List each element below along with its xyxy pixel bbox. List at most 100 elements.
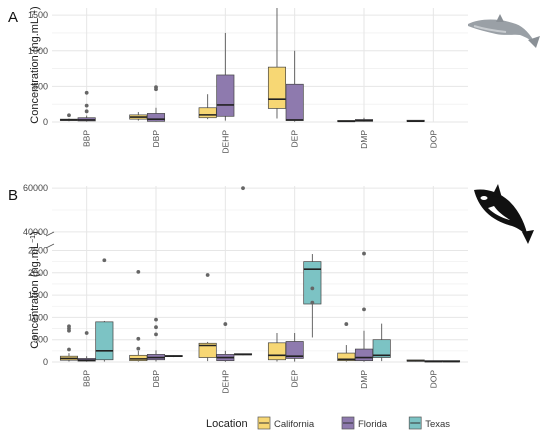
outlier-point — [223, 322, 228, 326]
legend-label: Florida — [358, 419, 388, 430]
axis-break-mark-upper — [45, 231, 55, 237]
outlier-point — [136, 269, 141, 274]
x-tick-label: DOP — [428, 370, 438, 389]
legend-items: California Florida Texas — [257, 416, 450, 430]
x-tick-label: BBP — [82, 130, 92, 147]
panel-b-ylabel-end: ) — [29, 231, 41, 235]
outlier-point — [67, 113, 71, 118]
outlier-point — [362, 307, 366, 312]
box-texas-dehp — [233, 186, 253, 356]
box-florida-dep — [285, 333, 304, 362]
panel-a-letter: A — [8, 9, 18, 26]
outlier-point — [154, 332, 158, 337]
outlier-point — [154, 325, 158, 330]
outlier-point — [136, 336, 141, 341]
y-tick-label: 2500 — [28, 245, 48, 255]
panel-a-boxes — [59, 8, 425, 123]
outlier-point — [344, 322, 349, 326]
legend: Location California Florida Texas — [206, 416, 450, 430]
box-body — [303, 261, 322, 305]
y-tick-label: 1000 — [28, 46, 48, 56]
x-tick-label: DOP — [428, 130, 438, 149]
outlier-point — [310, 286, 315, 291]
outlier-point — [205, 273, 210, 277]
outlier-point — [84, 90, 89, 95]
x-tick-label: DEHP — [220, 370, 230, 394]
legend-item-florida: Florida — [341, 416, 388, 430]
panel-b-y-ticks: 0 500 1000 1500 2000 2500 40000 60000 — [23, 183, 48, 367]
box-body — [354, 348, 374, 362]
x-tick-label: DMP — [359, 370, 369, 389]
panel-a-ylabel-sup: −1 — [30, 10, 37, 18]
y-tick-label: 2000 — [28, 268, 48, 278]
box-body — [146, 113, 166, 122]
y-tick-label: 1500 — [28, 290, 48, 300]
box-california-dop — [406, 359, 425, 362]
box-florida-bbp — [77, 90, 96, 122]
axis-break-mark-lower — [45, 243, 55, 249]
outlier-point — [67, 347, 71, 352]
box-florida-dop — [424, 360, 443, 363]
panel-b-ylabel-main: Concentration (ng.mL — [29, 243, 41, 349]
orca-icon — [474, 184, 534, 244]
outlier-point — [102, 258, 107, 263]
box-california-dep — [267, 333, 287, 362]
outlier-point — [84, 103, 89, 108]
panel-b-x-ticks: BBP DBP DEHP DEP DMP DOP — [82, 370, 439, 394]
y-tick-label: 500 — [33, 335, 48, 345]
outlier-point — [241, 186, 245, 191]
panel-b-lower-plot-area — [52, 246, 468, 362]
box-body — [129, 354, 148, 362]
y-tick-label: 60000 — [23, 183, 48, 193]
legend-item-california: California — [257, 416, 315, 430]
box-california-dop — [406, 119, 425, 122]
box-body — [267, 66, 287, 109]
outlier-point — [84, 109, 89, 114]
box-texas-dmp — [372, 323, 391, 362]
outlier-point — [154, 85, 158, 89]
panel-b-axis-break — [45, 231, 55, 249]
box-body — [285, 83, 304, 121]
x-tick-label: BBP — [82, 370, 92, 387]
panel-a-chart: 0 500 1000 1500 BBP DBP DEHP DEP DMP DOP Concent… — [28, 6, 468, 154]
x-tick-label: DEP — [290, 370, 300, 388]
panel-a-y-ticks: 0 500 1000 1500 — [28, 10, 48, 127]
outlier-point — [84, 331, 89, 335]
x-tick-label: DBP — [151, 130, 161, 148]
x-tick-label: DMP — [359, 130, 369, 149]
legend-label: California — [274, 419, 315, 430]
box-body — [95, 321, 114, 361]
box-body — [285, 341, 304, 359]
panel-b-grid — [52, 186, 468, 363]
y-tick-label: 1500 — [28, 10, 48, 20]
box-texas-dep — [303, 254, 322, 338]
panel-a-grid — [52, 8, 468, 123]
panel-a-y-axis-label: Concentration (ng.mL−1) — [29, 6, 41, 123]
outlier-point — [154, 317, 158, 322]
box-body — [198, 107, 217, 119]
box-texas-dop — [441, 360, 461, 363]
y-tick-label: 500 — [33, 81, 48, 91]
panel-a-ylabel-end: ) — [29, 6, 41, 10]
box-texas-bbp — [95, 258, 114, 362]
x-tick-label: DBP — [151, 370, 161, 388]
panel-b-boxes — [59, 186, 461, 363]
box-california-dmp — [337, 322, 356, 362]
outlier-point — [67, 324, 71, 329]
x-tick-label: DEHP — [220, 130, 230, 154]
legend-item-texas: Texas — [408, 416, 450, 430]
y-tick-label: 0 — [43, 117, 48, 127]
box-florida-dmp — [354, 117, 374, 122]
x-tick-label: DEP — [290, 130, 300, 148]
box-california-dehp — [198, 273, 217, 362]
y-tick-label: 1000 — [28, 312, 48, 322]
box-florida-dehp — [216, 322, 235, 362]
box-florida-dehp — [216, 32, 235, 121]
box-florida-dep — [285, 50, 304, 122]
y-tick-label: 0 — [43, 357, 48, 367]
panel-b-letter: B — [8, 187, 18, 204]
legend-title: Location — [206, 418, 248, 430]
box-california-bbp — [59, 113, 79, 122]
dolphin-icon — [468, 14, 540, 48]
